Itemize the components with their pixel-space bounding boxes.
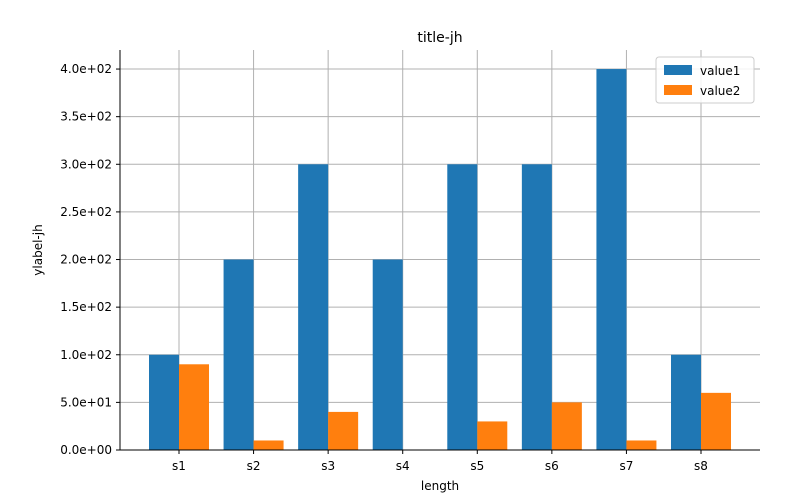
x-tick-label: s8 (694, 459, 708, 473)
y-tick-label: 4.0e+02 (60, 62, 112, 76)
x-tick-label: s6 (545, 459, 559, 473)
x-tick-label: s7 (619, 459, 633, 473)
y-tick-label: 2.0e+02 (60, 253, 112, 267)
bar-value2-s7 (626, 440, 657, 450)
bar-value2-s5 (477, 421, 508, 450)
bar-value2-s2 (253, 440, 284, 450)
bar-value1-s8 (671, 354, 701, 450)
bar-value2-s3 (328, 411, 359, 450)
bar-value2-s8 (701, 392, 731, 450)
legend: value1 value2 (655, 56, 755, 104)
x-axis-title: length (421, 479, 459, 493)
bar-value1-s6 (521, 164, 552, 451)
grid-lines (120, 50, 760, 451)
bar-value1-s3 (298, 164, 329, 451)
y-tick-label: 0.0e+00 (60, 443, 112, 457)
x-tick-label: s3 (321, 459, 335, 473)
y-ticks: 0.0e+00 5.0e+01 1.0e+02 1.5e+02 2.0e+02 2.5e+… (60, 62, 120, 457)
axes (119, 50, 760, 451)
bar-value2-s1 (179, 364, 209, 450)
x-tick-label: s1 (172, 459, 186, 473)
y-tick-label: 2.5e+02 (60, 205, 112, 219)
bar-value1-s5 (447, 164, 478, 451)
y-tick-label: 5.0e+01 (60, 395, 112, 409)
y-tick-label: 3.0e+02 (60, 157, 112, 171)
bar-value1-s7 (596, 69, 627, 451)
x-tick-label: s2 (247, 459, 261, 473)
y-axis-title: ylabel-jh (31, 224, 45, 275)
legend-swatch-value1 (664, 65, 692, 75)
y-tick-label: 1.5e+02 (60, 300, 112, 314)
bars (149, 69, 731, 451)
x-tick-label: s4 (396, 459, 410, 473)
legend-label-value1: value1 (700, 64, 740, 78)
y-tick-label: 3.5e+02 (60, 110, 112, 124)
bar-value1-s1 (149, 354, 179, 450)
bar-value1-s2 (223, 259, 254, 450)
x-tick-label: s5 (470, 459, 484, 473)
legend-swatch-value2 (664, 85, 692, 95)
bar-value2-s6 (551, 402, 582, 450)
bar-value1-s4 (372, 259, 403, 450)
x-ticks: s1 s2 s3 s4 s5 s6 s7 s8 (172, 450, 708, 473)
legend-label-value2: value2 (700, 84, 740, 98)
y-tick-label: 1.0e+02 (60, 348, 112, 362)
chart-title: title-jh (417, 30, 462, 46)
